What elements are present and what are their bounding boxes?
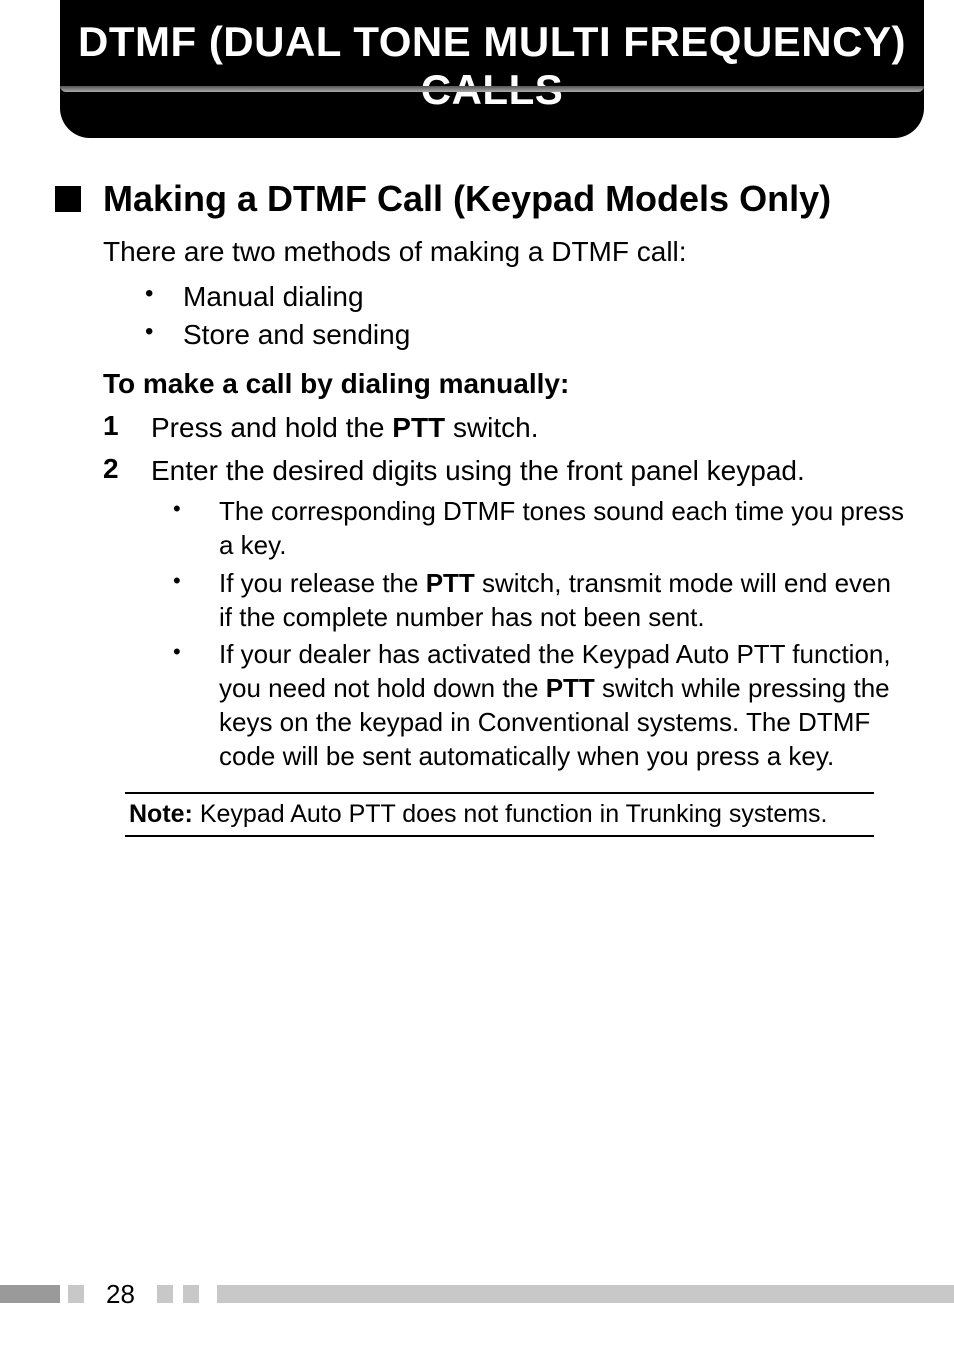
list-item: The corresponding DTMF tones sound each … [173,495,904,563]
text-pre: Press and hold the [151,412,392,443]
footer-bar-icon [68,1285,84,1303]
list-item: If you release the PTT switch, transmit … [173,567,904,635]
step-item: 2 Enter the desired digits using the fro… [103,453,904,777]
step-number: 1 [103,410,151,446]
numbered-steps: 1 Press and hold the PTT switch. 2 Enter… [103,410,904,778]
step-number: 2 [103,453,151,777]
note-label: Note: [129,800,193,828]
list-item: Store and sending [145,316,904,354]
section-title: Making a DTMF Call (Keypad Models Only) [103,178,831,220]
sub-bullet-list: The corresponding DTMF tones sound each … [173,495,904,773]
section-heading: Making a DTMF Call (Keypad Models Only) [55,178,904,220]
footer-bar-icon [217,1285,954,1303]
sub-bold: PTT [426,568,475,598]
intro-text: There are two methods of making a DTMF c… [103,236,904,268]
page-number: 28 [84,1279,157,1310]
sub-heading: To make a call by dialing manually: [103,368,904,400]
step-item: 1 Press and hold the PTT switch. [103,410,904,446]
chapter-title: DTMF (DUAL TONE MULTI FREQUENCY) CALLS [60,18,924,114]
step-text: Press and hold the PTT switch. [151,410,904,446]
sub-pre: The corresponding DTMF tones sound each … [219,496,904,560]
step-body: Press and hold the PTT switch. [151,410,904,446]
page-content: Making a DTMF Call (Keypad Models Only) … [0,138,954,837]
text-bold: PTT [392,412,445,443]
step-text: Enter the desired digits using the front… [151,453,904,489]
text-pre: Enter the desired digits using the front… [151,455,805,486]
note-text: Keypad Auto PTT does not function in Tru… [193,800,828,828]
sub-pre: If you release the [219,568,426,598]
step-body: Enter the desired digits using the front… [151,453,904,777]
list-item: Manual dialing [145,278,904,316]
sub-bold: PTT [546,673,595,703]
text-post: switch. [445,412,538,443]
page-footer: 28 [0,1283,954,1305]
footer-bar-icon [183,1285,199,1303]
square-bullet-icon [55,186,81,212]
footer-bar-icon [0,1285,60,1303]
footer-bar-icon [157,1285,173,1303]
methods-list: Manual dialing Store and sending [145,278,904,354]
note-box: Note: Keypad Auto PTT does not function … [125,792,874,837]
list-item: If your dealer has activated the Keypad … [173,638,904,773]
chapter-header: DTMF (DUAL TONE MULTI FREQUENCY) CALLS [60,0,924,138]
header-underline [60,86,924,92]
